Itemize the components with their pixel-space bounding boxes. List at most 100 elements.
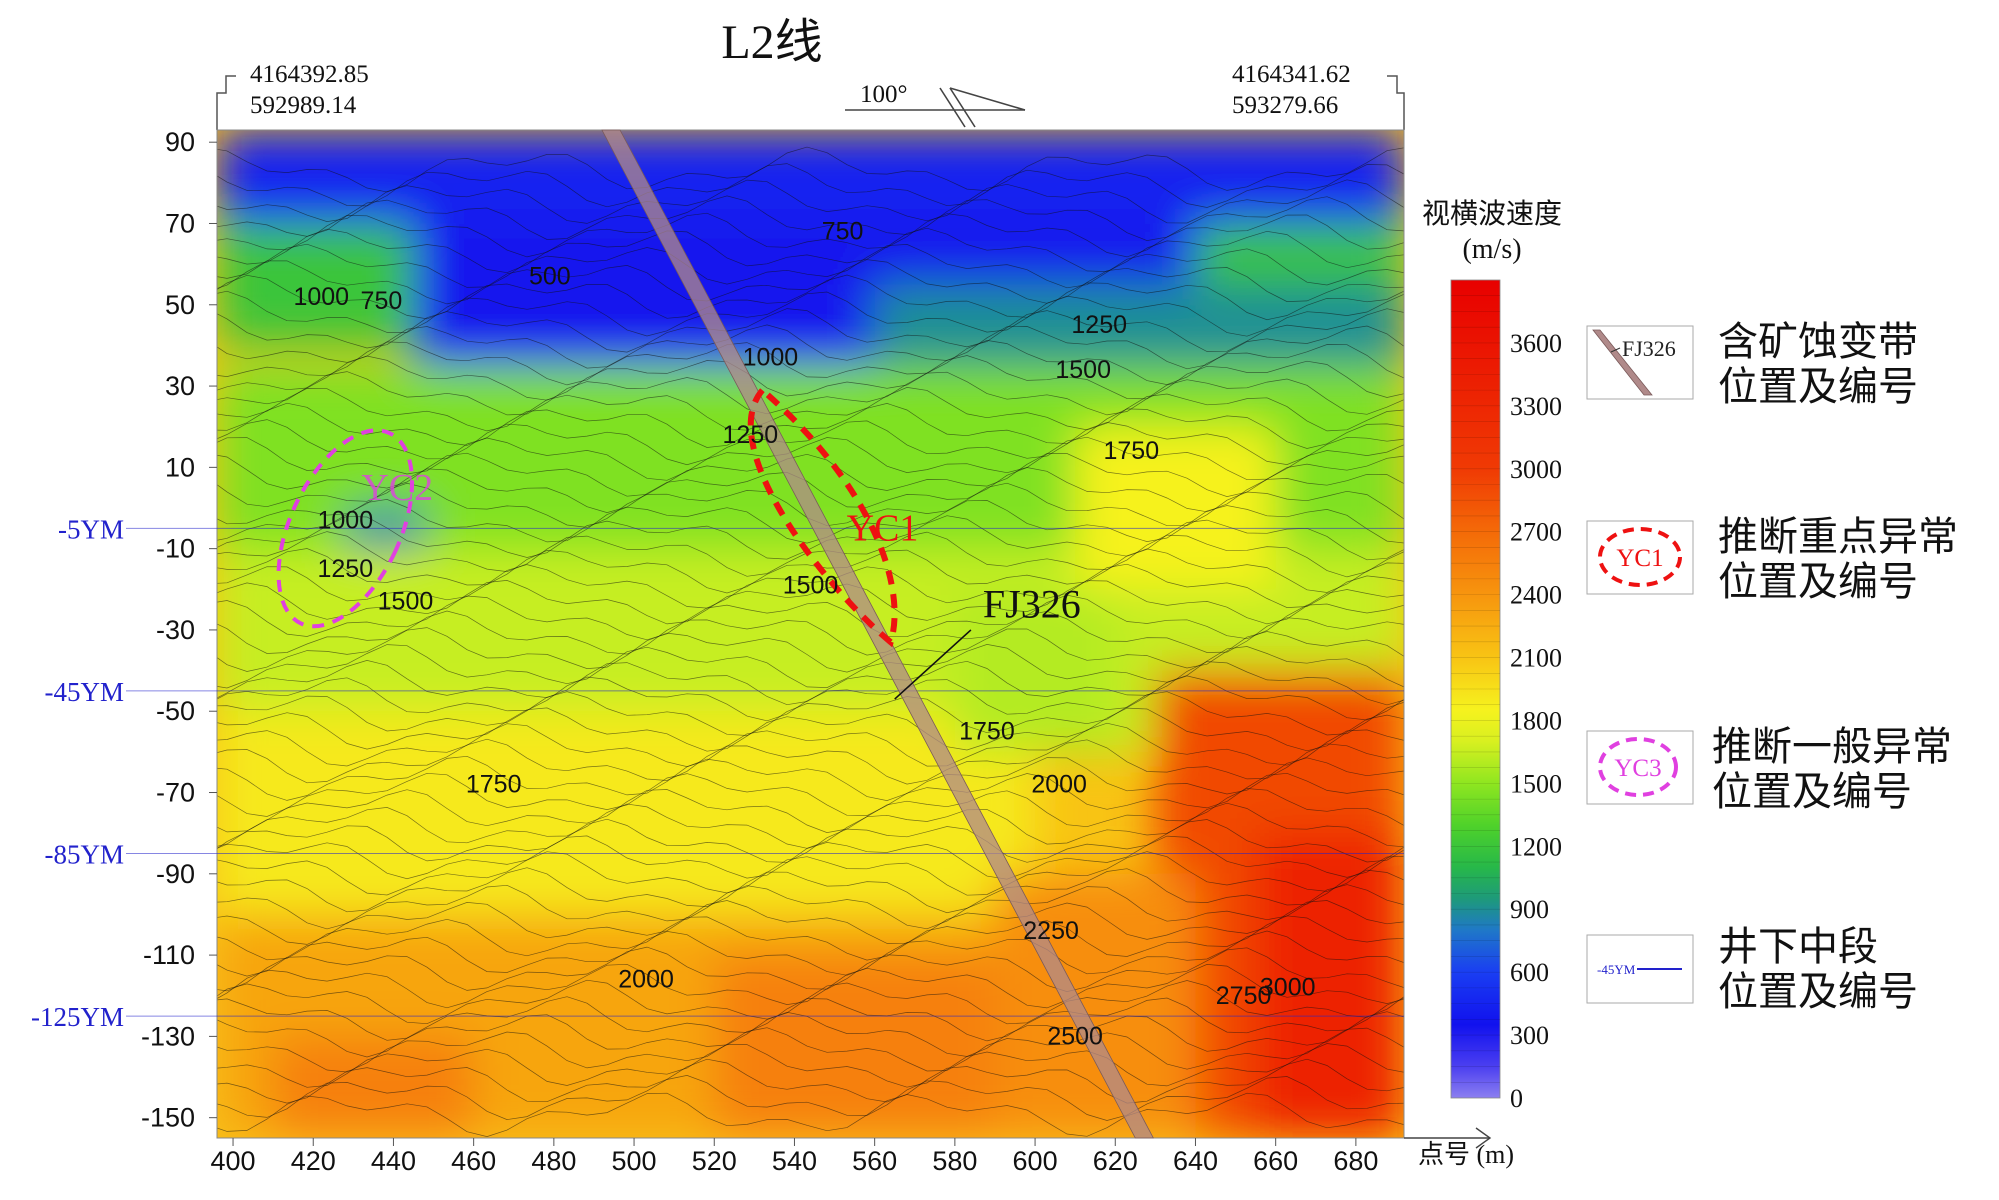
colorbar-tick-label: 3300 [1510,392,1562,421]
contour-line [217,419,1404,466]
contour-line [217,660,1404,706]
contour-label: 1750 [959,718,1015,746]
contour-line [217,644,1404,689]
plot-frame [216,129,1405,1139]
fault-leader-line [894,629,972,700]
contour-line [217,738,1404,785]
contour-label: 1500 [378,588,434,616]
y-tick-label: 10 [165,452,195,482]
legend-level-sample: -45YM [1597,962,1636,977]
contour-line [217,915,1404,961]
contour-line [217,691,1404,736]
fault-band [601,129,1154,1139]
contour-label: 1750 [466,771,522,799]
contour-label: 1750 [1103,437,1159,465]
velocity-region [217,130,1404,224]
contour-label: 2750 [1216,982,1272,1010]
colorbar-tick-label: 1800 [1510,706,1562,735]
contour-line [217,227,1404,274]
colorbar-tick-label: 0 [1510,1084,1523,1113]
contour-line [217,274,1404,321]
fault-sample-icon [1592,329,1653,396]
x-tick-label: 400 [211,1146,256,1176]
legend-item-level: -45YM 井下中段 位置及编号 [1586,924,1918,1014]
colorbar-tick-label: 3000 [1510,455,1562,484]
contour-label: 2500 [1047,1023,1103,1051]
legend-level-line2: 位置及编号 [1718,969,1918,1014]
colorbar-tick-label: 1500 [1510,769,1562,798]
contour-line [217,290,1404,337]
contour-line [217,146,1404,193]
x-tick-label: 620 [1093,1146,1138,1176]
anomaly-label: YC2 [361,467,433,509]
contour-line [217,387,1404,432]
contour-line [217,851,1404,896]
y-tick-label: 90 [165,127,195,157]
colorbar [1450,279,1501,1099]
contour-label: 1250 [723,421,779,449]
y-tick-label: -10 [156,534,195,564]
x-tick-label: 520 [692,1146,737,1176]
contour-line [217,436,1404,481]
contour-line [217,1075,1404,1121]
contour-line [217,963,1404,1009]
velocity-region [1255,833,1404,1138]
contour-line [217,1092,1404,1137]
colorbar-tick-label: 1200 [1510,832,1562,861]
legend-item-general-anomaly: YC3 推断一般异常 位置及编号 [1586,724,1952,814]
legend-item-fault: FJ326 含矿蚀变带 位置及编号 [1586,319,1918,409]
y-tick-label: -110 [143,940,195,970]
contour-label: 1000 [293,283,349,311]
level-label: -85YM [45,839,125,869]
contour-label: 750 [822,218,864,246]
contour-line [217,499,1404,544]
general-anomaly-sample-icon [1598,737,1678,797]
contour-line [217,930,1404,977]
legend-fault-line1: 含矿蚀变带 [1718,319,1918,364]
x-tick-label: 480 [531,1146,576,1176]
x-tick-label: 600 [1013,1146,1058,1176]
legend-general-anomaly-line2: 位置及编号 [1712,769,1912,814]
colorbar-unit: (m/s) [1462,234,1521,265]
contour-line [217,900,1404,945]
x-tick-label: 580 [932,1146,977,1176]
y-tick-label: 50 [165,290,195,320]
contour-line [217,452,1404,497]
fault-label: FJ326 [983,582,1081,627]
x-tick-label: 440 [371,1146,416,1176]
legend-fault-line2: 位置及编号 [1718,364,1918,409]
contour-line [217,1058,1404,1104]
colorbar-tick-label: 600 [1510,958,1549,987]
contour-line [217,402,1404,449]
legend-fault-sample: FJ326 [1622,336,1676,361]
colorbar-tick-label: 900 [1510,895,1549,924]
azimuth-arrow-icon [845,87,1026,128]
contour-label: 1250 [318,555,374,583]
contour-label: 1500 [783,571,839,599]
velocity-region [954,589,1116,752]
x-tick-label: 540 [772,1146,817,1176]
anomaly-outline [276,428,415,629]
contour-line [217,722,1404,767]
contour-label: 1500 [1055,356,1111,384]
plot-area [217,130,1404,1138]
contour-line [217,212,1404,258]
contour-label: 1250 [1071,311,1127,339]
x-tick-label: 420 [291,1146,336,1176]
contour-label: 2250 [1023,917,1079,945]
contour-line [217,627,1404,673]
y-tick-label: -90 [156,859,195,889]
level-label: -5YM [58,514,124,544]
level-label: -45YM [45,677,125,707]
legend: FJ326 含矿蚀变带 位置及编号 YC1 推断重点异常 位置及编号 YC3 推… [1586,319,1958,1014]
contour-line [217,308,1404,353]
contour-label: 750 [361,287,403,315]
x-axis-arrow-icon [1404,1127,1492,1149]
contour-line [217,371,1404,416]
x-tick-label: 560 [852,1146,897,1176]
contour-line [217,355,1404,401]
x-tick-label: 460 [451,1146,496,1176]
contour-line [217,580,1404,625]
